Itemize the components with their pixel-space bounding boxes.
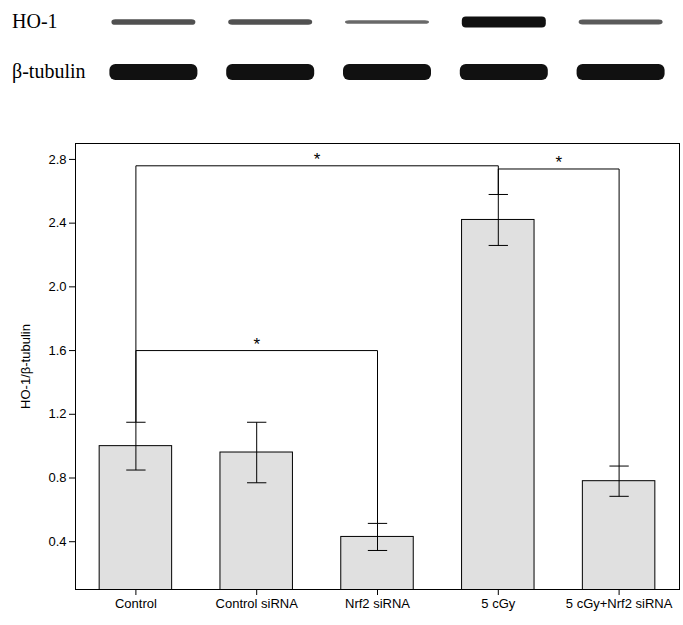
svg-text:5 cGy: 5 cGy — [481, 596, 515, 611]
svg-text:1.6: 1.6 — [48, 343, 66, 358]
svg-text:*: * — [314, 150, 321, 169]
svg-text:2.4: 2.4 — [48, 215, 66, 230]
svg-text:5 cGy+Nrf2 siRNA: 5 cGy+Nrf2 siRNA — [566, 596, 673, 611]
svg-text:0.4: 0.4 — [48, 534, 66, 549]
svg-text:*: * — [253, 335, 260, 354]
svg-text:Control siRNA: Control siRNA — [216, 596, 299, 611]
svg-text:0.8: 0.8 — [48, 470, 66, 485]
svg-text:1.2: 1.2 — [48, 406, 66, 421]
svg-text:*: * — [555, 153, 562, 172]
svg-text:Nrf2 siRNA: Nrf2 siRNA — [345, 596, 410, 611]
svg-text:HO-1/β-tubulin: HO-1/β-tubulin — [18, 324, 33, 409]
svg-text:HO-1: HO-1 — [12, 10, 58, 32]
svg-text:β-tubulin: β-tubulin — [12, 60, 86, 83]
svg-text:2.0: 2.0 — [48, 279, 66, 294]
svg-text:Control: Control — [115, 596, 157, 611]
svg-text:2.8: 2.8 — [48, 152, 66, 167]
